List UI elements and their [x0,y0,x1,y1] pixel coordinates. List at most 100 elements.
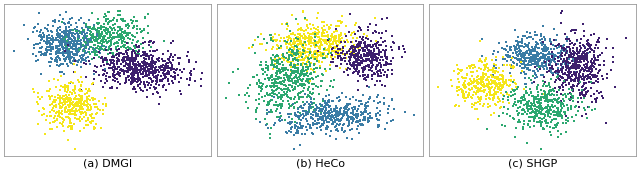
Point [58,52,68,54]
Point [129,58,139,61]
Point [340,106,351,109]
Point [520,43,530,45]
Point [370,52,380,55]
Point [65,109,76,112]
Point [505,63,515,66]
Point [61,106,72,108]
Point [102,33,112,35]
Point [516,38,527,41]
Point [490,86,500,89]
Point [563,71,573,73]
Point [326,37,337,40]
Point [53,45,63,48]
Point [550,81,561,84]
Point [557,61,568,63]
Point [59,101,69,104]
Point [38,52,49,55]
Point [90,106,100,108]
Point [33,22,43,25]
Point [146,54,156,57]
Point [335,42,346,45]
Point [494,85,504,88]
Point [308,111,318,114]
Point [605,68,616,71]
Point [509,118,520,120]
Point [468,70,478,73]
Point [531,111,541,113]
Point [287,45,297,48]
Point [364,68,374,71]
Point [259,100,269,102]
Point [256,33,266,35]
Point [285,120,296,123]
Point [352,66,362,69]
Point [494,42,504,45]
Point [112,32,122,34]
Point [532,113,542,115]
Point [355,43,365,46]
Point [86,112,97,115]
Point [306,39,316,42]
Point [270,63,280,66]
Point [76,58,86,61]
Point [138,51,148,54]
Point [530,115,540,118]
Point [549,54,559,57]
Point [295,82,305,85]
Point [65,23,76,26]
Point [76,89,86,92]
Point [108,58,118,61]
Point [45,49,55,51]
Point [274,91,284,94]
Point [341,67,351,70]
Point [298,11,308,13]
Point [519,109,529,112]
Point [54,32,64,35]
Point [278,63,288,66]
Point [325,40,335,42]
Point [583,67,593,70]
Point [529,124,539,127]
Point [566,95,577,98]
Point [115,83,125,86]
Point [127,75,137,78]
Point [570,75,580,78]
Point [387,98,397,101]
Point [337,21,348,24]
Point [108,62,118,65]
Point [142,52,152,55]
Point [60,34,70,37]
Point [272,65,282,67]
Point [526,57,536,60]
Point [45,48,56,51]
Point [566,107,576,110]
Point [112,57,122,60]
Point [317,61,328,63]
Point [312,123,322,126]
Point [122,70,132,72]
Point [271,67,282,70]
Point [525,57,535,60]
Point [60,95,70,97]
Point [83,40,93,43]
Point [551,125,561,127]
Point [323,36,333,39]
Point [582,65,592,67]
Point [132,61,143,64]
Point [285,42,295,45]
Point [68,47,78,50]
Point [369,72,379,75]
Point [524,57,534,59]
Point [569,64,579,67]
Point [277,95,287,98]
Point [537,107,547,110]
Point [334,118,344,121]
Point [60,111,70,114]
Point [579,64,589,66]
Point [287,79,297,82]
Point [394,48,404,51]
Point [370,56,380,58]
Point [588,65,598,67]
Point [561,65,571,68]
Point [140,69,150,71]
